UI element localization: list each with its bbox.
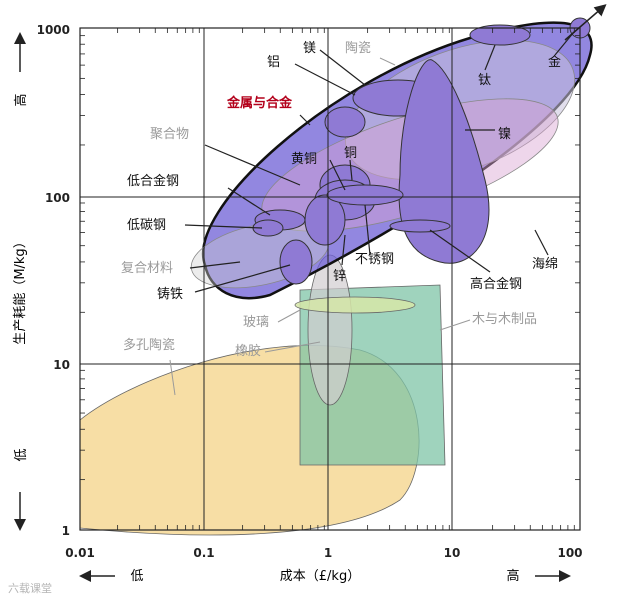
x-tick-label: 1 [324, 546, 332, 560]
x-tick-label: 0.1 [193, 546, 214, 560]
label-stainless: 不锈钢 [355, 252, 394, 267]
x-tick-labels: 0.01 0.1 1 10 100 [65, 546, 582, 560]
label-brass: 黄铜 [291, 152, 317, 167]
label-aluminum: 铝 [267, 55, 280, 70]
label-nickel: 镍 [498, 127, 511, 142]
y-high-label: 高 [13, 93, 29, 106]
minor-ticks [80, 28, 580, 530]
label-magnesium: 镁 [303, 41, 316, 56]
watermark: 六载课堂 [8, 582, 52, 595]
y-tick-label: 10 [53, 358, 70, 372]
label-zinc: 锌 [333, 269, 346, 284]
x-tick-label: 100 [557, 546, 582, 560]
label-polymers: 聚合物 [150, 127, 189, 142]
label-glass: 玻璃 [243, 315, 269, 330]
label-porous-ceramics: 多孔陶瓷 [123, 337, 175, 353]
x-tick-label: 0.01 [65, 546, 95, 560]
label-ceramics: 陶瓷 [345, 40, 371, 56]
envelope-glass [294, 296, 416, 314]
bubble-stainless [326, 184, 404, 206]
y-axis-label: 生产耗能（M/kg） [13, 235, 28, 344]
label-wood: 木与木制品 [472, 312, 537, 327]
gray-leader-lines [169, 57, 471, 396]
x-low-label: 低 [130, 569, 143, 584]
label-foam: 海绵 [532, 257, 558, 272]
label-high-alloy-steel: 高合金钢 [470, 276, 522, 292]
y-tick-label: 100 [45, 191, 70, 205]
bubble-cast-iron [279, 239, 313, 285]
grid [80, 28, 580, 530]
label-low-carbon-steel: 低碳钢 [127, 218, 166, 233]
label-composites: 复合材料 [121, 261, 173, 276]
x-high-label: 高 [506, 568, 519, 584]
label-low-alloy-steel: 低合金钢 [127, 173, 179, 189]
x-tick-label: 10 [444, 546, 461, 560]
x-axis-label: 成本（£/kg） [280, 569, 360, 584]
plot-frame [79, 27, 581, 531]
label-cast-iron: 铸铁 [157, 286, 183, 302]
label-titanium: 钛 [478, 73, 491, 88]
leader-lines [184, 31, 575, 293]
bubble-nickel [398, 59, 490, 264]
y-tick-label: 1000 [37, 23, 70, 37]
material-bubbles [252, 17, 591, 285]
label-metals: 金属与合金 [226, 95, 293, 111]
material-labels: 金 钛 镍 铝 镁 陶瓷 金属与合金 聚合物 铜 黄铜 低合金钢 低碳钢 复合材… [121, 40, 561, 359]
y-tick-labels: 1000 100 10 1 [37, 23, 70, 538]
label-rubber: 橡胶 [235, 343, 261, 359]
bubble-magnesium [324, 106, 366, 138]
label-gold: 金 [548, 54, 561, 70]
label-copper: 铜 [344, 146, 357, 161]
bubble-high-alloy-steel [389, 219, 451, 233]
y-tick-label: 1 [62, 524, 70, 538]
y-low-label: 低 [14, 448, 29, 461]
